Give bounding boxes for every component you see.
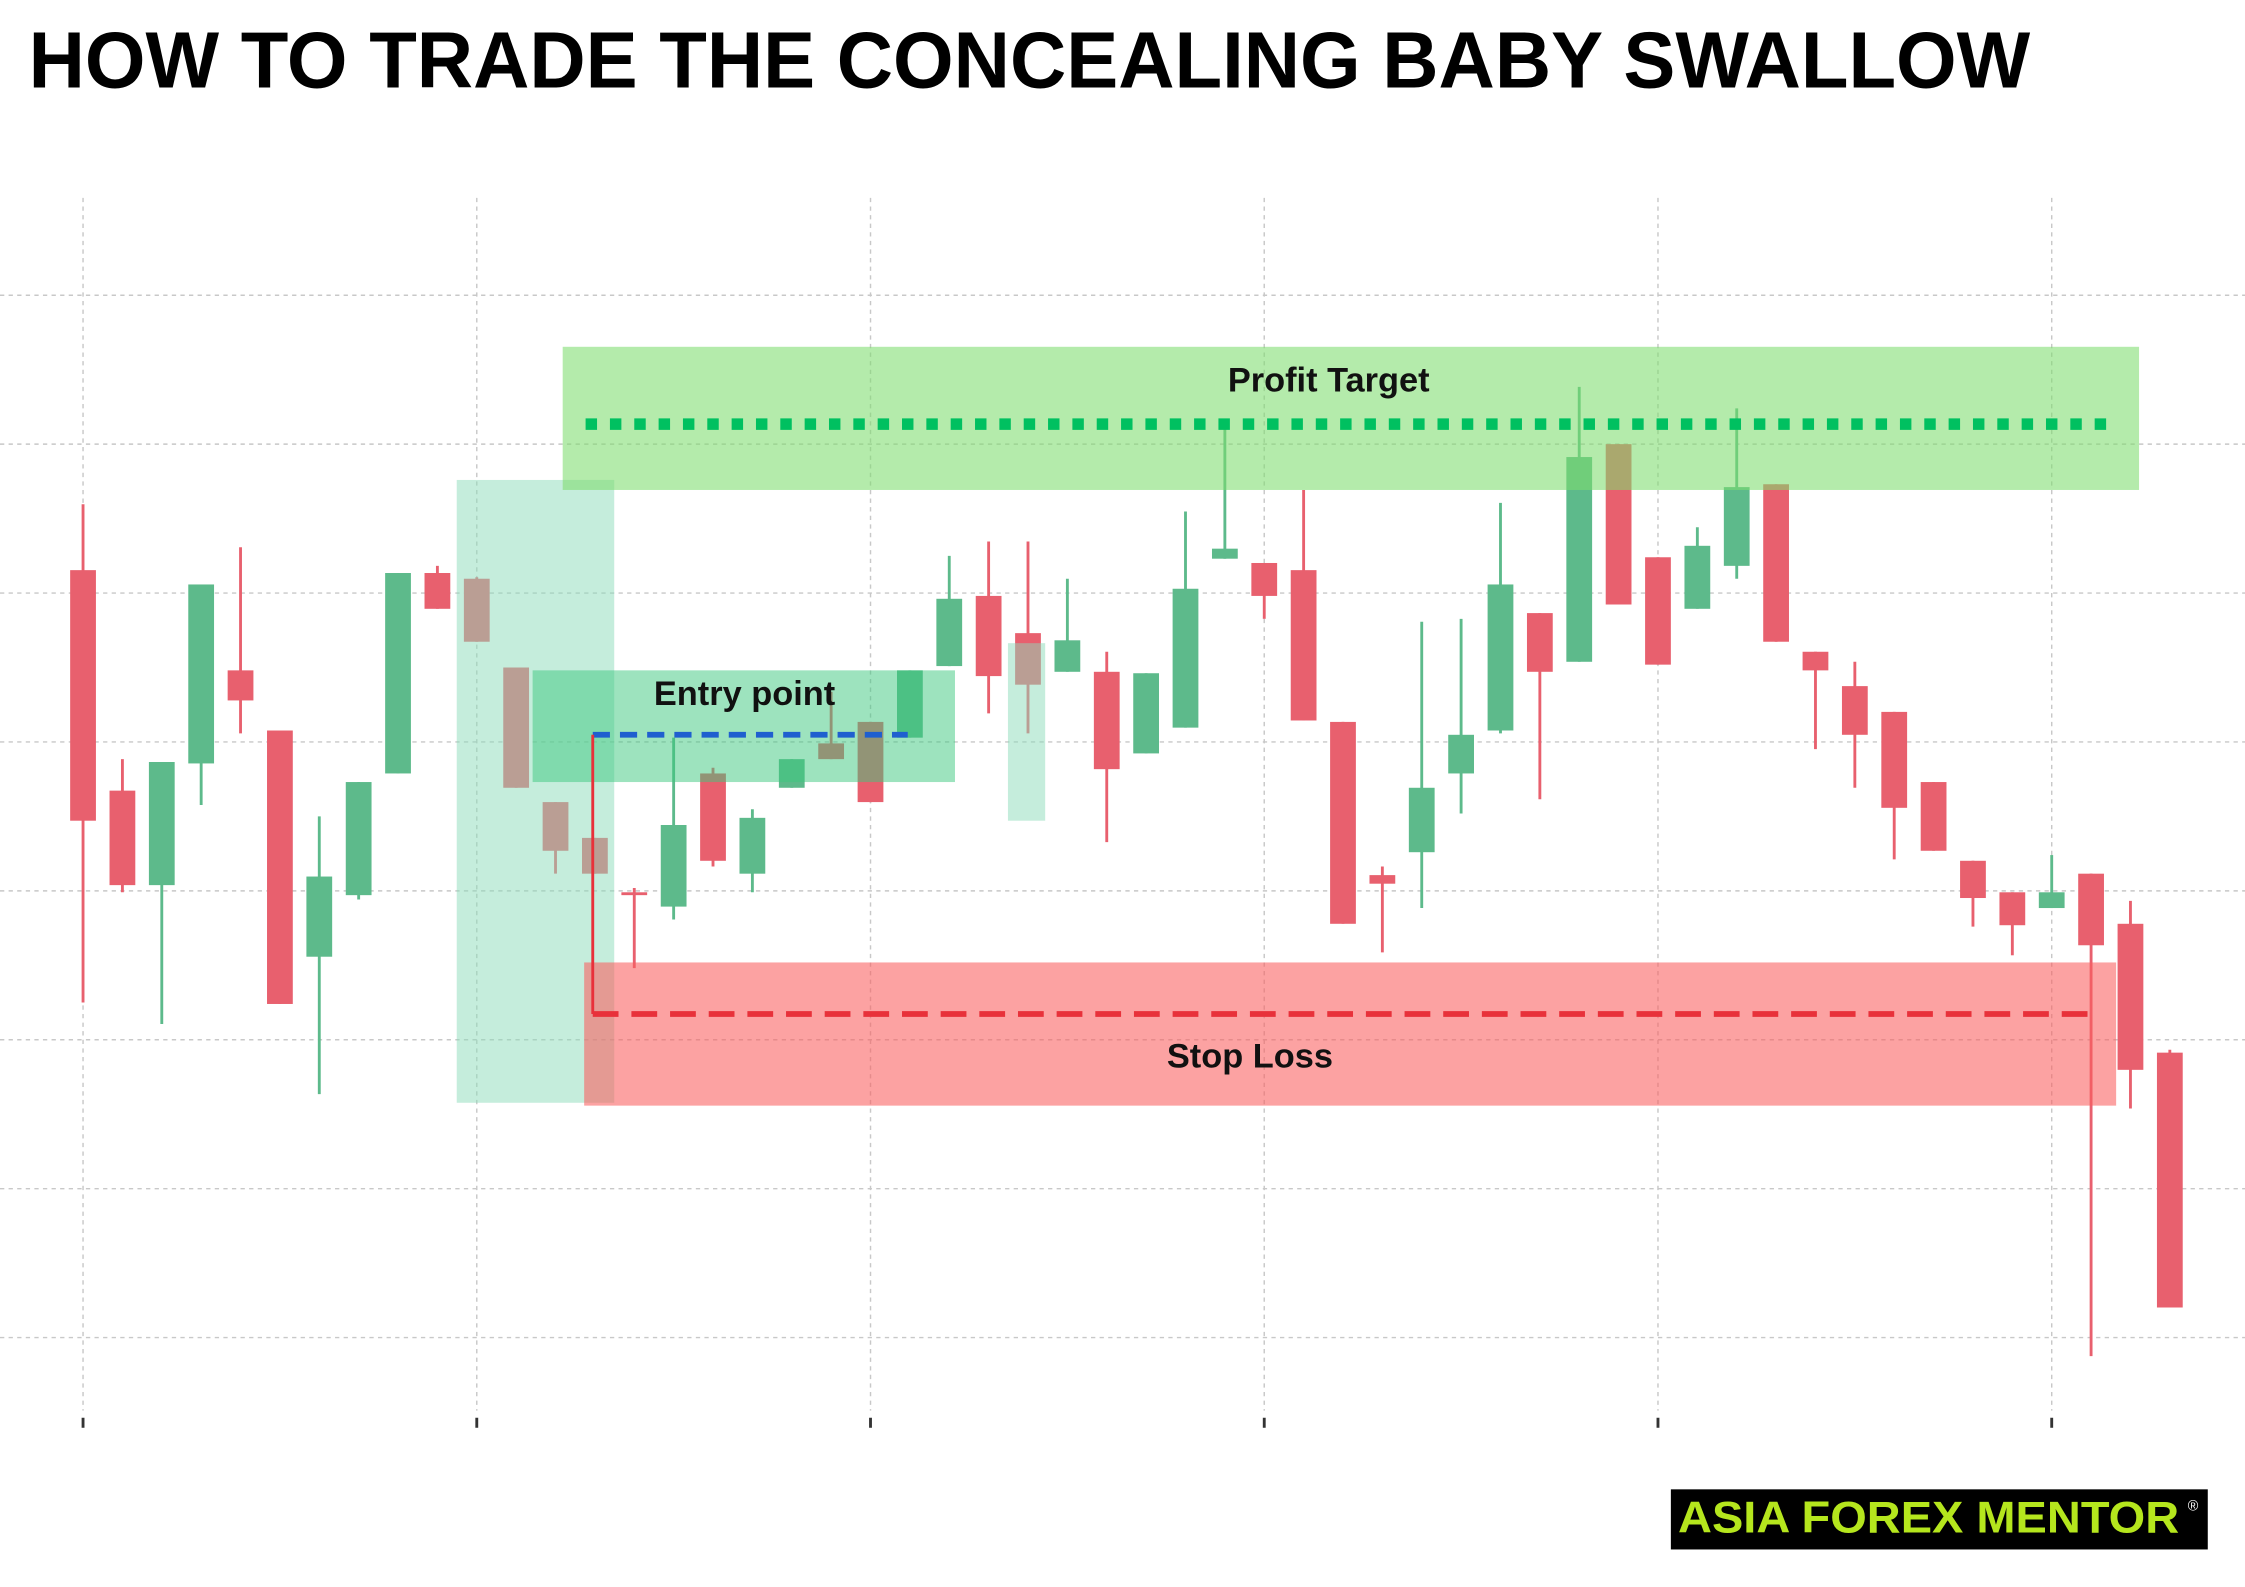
candle-body (1054, 640, 1081, 672)
logo-box (1670, 1489, 2208, 1550)
candle-body (1566, 457, 1593, 662)
candle-body (1251, 562, 1278, 596)
candle-body (621, 892, 648, 896)
candle-body (424, 573, 451, 609)
candle-body (227, 670, 254, 701)
candle-body (1290, 570, 1317, 721)
logo-text: ASIA FOREX MENTOR (1678, 1494, 2179, 1543)
candle-body (70, 570, 96, 821)
candle-body (1723, 487, 1750, 566)
candle-body (1093, 671, 1120, 770)
candle-body (739, 817, 766, 874)
highlight-zone (1007, 643, 1046, 821)
candle-body (1841, 686, 1868, 735)
candle-body (267, 730, 293, 1004)
candle-body (1211, 548, 1238, 559)
candle-body (345, 782, 372, 896)
candle-body (1999, 892, 2026, 926)
candle-body (2156, 1052, 2183, 1308)
stop-zone (584, 962, 2117, 1106)
candle-body (1920, 782, 1947, 851)
logo-mark: ® (2188, 1498, 2199, 1514)
candle-body (148, 762, 175, 886)
candle-body (1330, 721, 1356, 924)
candle-body (1881, 711, 1908, 808)
candle-body (975, 595, 1002, 677)
candle-body (1684, 545, 1711, 609)
candle-body (306, 876, 333, 957)
candle-body (660, 824, 687, 907)
candle-body (385, 573, 411, 774)
candle-body (1369, 875, 1396, 884)
candle-body (1645, 557, 1671, 665)
candle-body (1487, 584, 1514, 731)
chart-title: HOW TO TRADE THE CONCEALING BABY SWALLOW (29, 14, 2031, 104)
candle-body (1960, 860, 1986, 899)
entry-zone (532, 670, 955, 783)
candle-body (1802, 651, 1829, 671)
profit-label: Profit Target (1228, 362, 1430, 400)
candle-body (2117, 923, 2144, 1070)
candle-body (188, 584, 215, 764)
candle-body (700, 773, 726, 861)
candle-body (1763, 484, 1789, 642)
candle-body (2038, 892, 2065, 909)
candle-body (1526, 613, 1553, 672)
candle-body (1172, 588, 1199, 728)
entry-label: Entry point (654, 675, 836, 713)
candle-body (1133, 673, 1160, 754)
stop-label: Stop Loss (1167, 1037, 1333, 1075)
candle-body (936, 598, 963, 667)
candle-body (2078, 873, 2104, 946)
candle-body (109, 790, 136, 886)
candle-body (1408, 787, 1435, 853)
candle-body (1448, 734, 1474, 774)
